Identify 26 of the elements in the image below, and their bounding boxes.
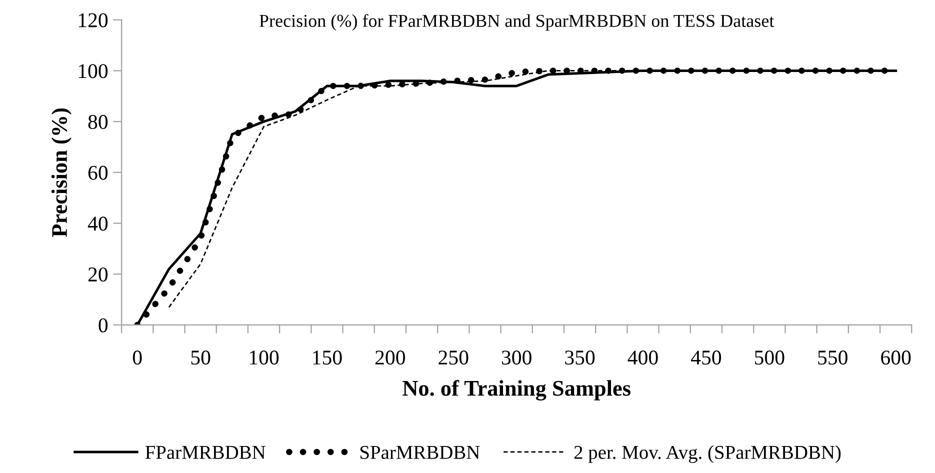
x-axis-title: No. of Training Samples [402,380,630,401]
x-tick-label: 100 [250,350,279,365]
legend-label: FParMRBDBN [145,446,266,459]
x-tick-label: 50 [191,350,210,365]
y-tick-label: 100 [78,64,108,78]
x-tick-label: 200 [375,350,406,365]
y-axis-title: Precision (%) [51,108,72,237]
y-tick-label: 80 [88,114,108,129]
x-tick-label: 350 [565,350,595,365]
x-tick-label: 150 [313,350,342,365]
y-tick-label: 20 [88,267,108,282]
x-tick-label: 450 [690,350,722,365]
x-tick-label: 550 [818,350,848,365]
y-tick-label: 0 [98,318,108,332]
x-tick-label: 250 [438,350,468,365]
x-tick-label: 600 [881,350,911,365]
x-tick-label: 500 [754,350,784,365]
y-tick-label: 120 [78,13,108,28]
legend-label: 2 per. Mov. Avg. (SParMRBDBN) [574,445,841,463]
y-tick-label: 60 [88,166,108,180]
chart-title: Precision (%) for FParMRBDBN and SparMRBDBN on TESS Dataset [259,14,774,31]
legend-label: SParMRBDBN [360,446,480,459]
y-tick-label: 40 [88,216,108,231]
x-tick-label: 400 [628,350,658,365]
x-tick-label: 0 [132,350,142,365]
x-tick-label: 300 [502,350,532,365]
